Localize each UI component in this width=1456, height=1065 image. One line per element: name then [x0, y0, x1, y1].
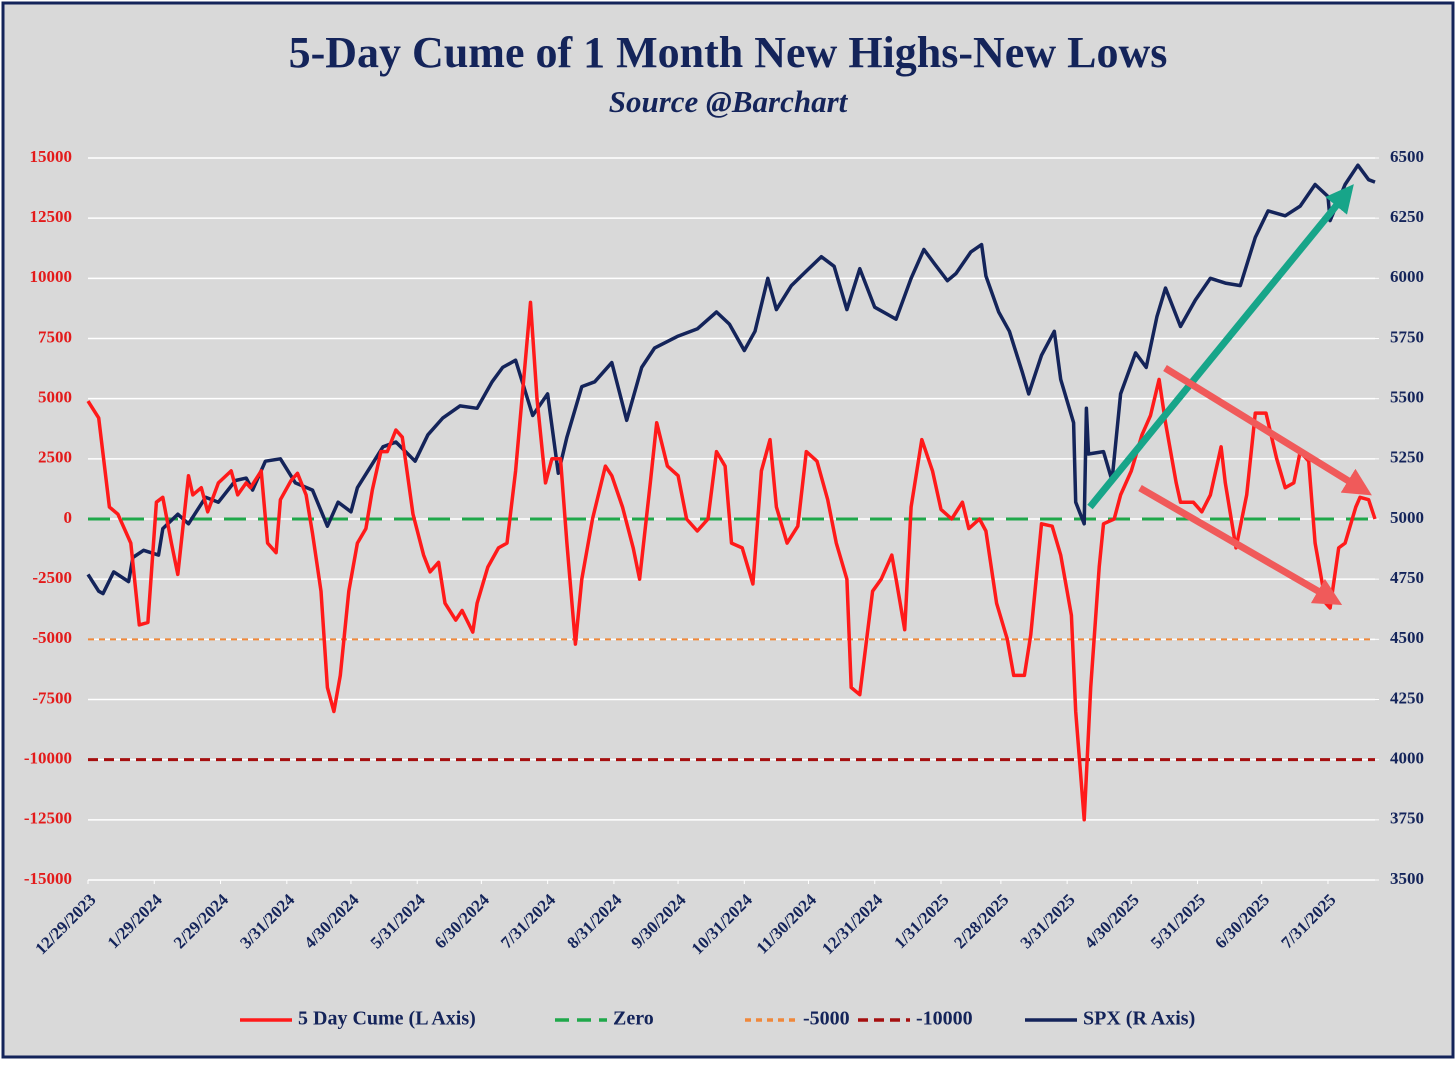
y-tick-label: -5000	[32, 628, 72, 647]
y2-tick-label: 3750	[1390, 809, 1424, 828]
y2-tick-label: 4000	[1390, 749, 1424, 768]
y-tick-label: -15000	[24, 869, 72, 888]
y2-tick-label: 4500	[1390, 628, 1424, 647]
chart-subtitle: Source @Barchart	[609, 84, 849, 119]
y2-tick-label: 6000	[1390, 267, 1424, 286]
y2-tick-label: 5250	[1390, 448, 1424, 467]
trend-arrow-down	[1163, 365, 1372, 496]
y-tick-label: -12500	[24, 809, 72, 828]
y-tick-label: 5000	[38, 388, 72, 407]
legend-label: 5 Day Cume (L Axis)	[298, 1008, 476, 1030]
y-tick-label: 15000	[30, 147, 73, 166]
y-tick-label: 2500	[38, 448, 72, 467]
series-line	[86, 163, 1376, 596]
legend-label: SPX (R Axis)	[1083, 1008, 1195, 1030]
y2-tick-label: 6500	[1390, 147, 1424, 166]
y-tick-label: -7500	[32, 688, 72, 707]
legend-label: -10000	[916, 1008, 973, 1030]
legend: 5 Day Cume (L Axis) Zero -5000 -10000 SPX (R…	[240, 1008, 1195, 1030]
plot-area	[86, 163, 1377, 822]
y-tick-label: 0	[64, 508, 73, 527]
chart-title: 5-Day Cume of 1 Month New Highs-New Lows	[289, 28, 1168, 77]
y-tick-label: 7500	[38, 327, 72, 346]
y2-tick-label: 4750	[1390, 568, 1424, 587]
y2-tick-label: 5750	[1390, 327, 1424, 346]
y2-tick-label: 3500	[1390, 869, 1424, 888]
y-tick-label: -10000	[24, 749, 72, 768]
trend-arrow-up	[1087, 184, 1354, 510]
trend-arrow-down	[1138, 484, 1343, 606]
y2-tick-label: 4250	[1390, 688, 1424, 707]
y2-tick-label: 5000	[1390, 508, 1424, 527]
y-tick-label: 10000	[30, 267, 73, 286]
y2-tick-label: 6250	[1390, 207, 1424, 226]
annotations	[1087, 184, 1372, 606]
y-tick-label: 12500	[30, 207, 73, 226]
y2-tick-label: 5500	[1390, 388, 1424, 407]
legend-label: Zero	[613, 1008, 654, 1030]
legend-label: -5000	[803, 1008, 850, 1030]
y-tick-label: -2500	[32, 568, 72, 587]
